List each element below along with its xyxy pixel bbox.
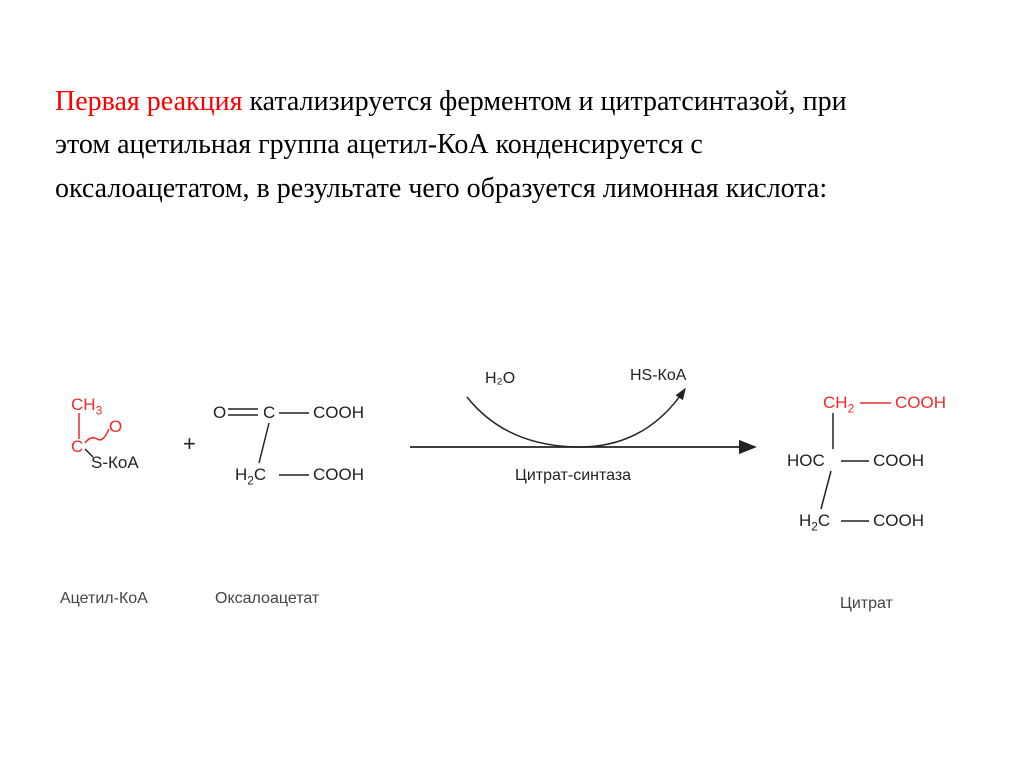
- oaa-cooh2: COOH: [313, 465, 364, 485]
- reaction-scheme: CH3 C O S-КоА + O C COOH H2C COOH H₂O HS…: [35, 375, 995, 635]
- oaa-cooh1: COOH: [313, 403, 364, 423]
- plus-sign: +: [183, 431, 196, 457]
- cit-cooh3: COOH: [873, 511, 924, 531]
- citrate-label: Цитрат: [840, 595, 893, 613]
- acetyl-ch3: CH3: [71, 395, 102, 418]
- h2o-label: H₂O: [485, 370, 515, 388]
- acetyl-c: C: [71, 437, 83, 457]
- oaa-o: O: [213, 403, 226, 423]
- acetyl-o: O: [109, 417, 122, 437]
- enzyme-label: Цитрат-синтаза: [515, 467, 631, 485]
- acetyl-coa-label: Ацетил-КоА: [60, 590, 148, 608]
- cit-ch2: CH2: [823, 393, 854, 416]
- cit-hoc: HOC: [787, 451, 825, 471]
- oaa-h2c: H2C: [235, 465, 266, 488]
- cit-cooh2: COOH: [873, 451, 924, 471]
- cit-h2c: H2C: [799, 511, 830, 534]
- oxaloacetate-label: Оксалоацетат: [215, 590, 319, 608]
- description-text: Первая реакция катализируется ферментом …: [55, 80, 875, 210]
- oaa-c: C: [263, 403, 275, 423]
- hskoa-label: HS-КоА: [630, 367, 686, 385]
- highlight-phrase: Первая реакция: [55, 86, 242, 117]
- cit-cooh1: COOH: [895, 393, 946, 413]
- acetyl-skoa: S-КоА: [91, 453, 139, 473]
